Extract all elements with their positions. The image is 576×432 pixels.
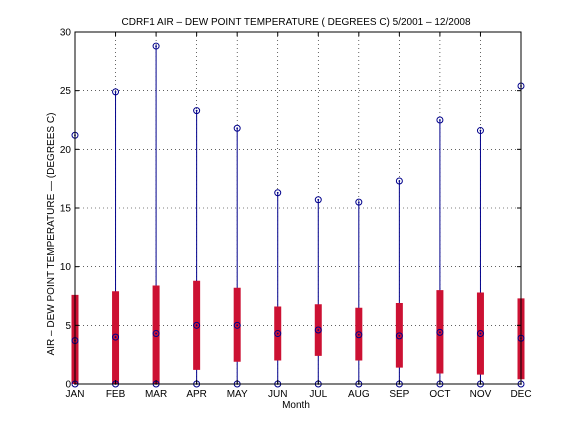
chart-title: CDRF1 AIR – DEW POINT TEMPERATURE ( DEGR…: [122, 17, 471, 28]
max-marker-dot: [115, 91, 117, 93]
median-marker-dot: [480, 333, 482, 335]
median-marker-dot: [439, 331, 441, 333]
y-tick-label: 15: [60, 204, 72, 215]
x-tick-label: MAY: [227, 389, 248, 400]
y-tick-label: 10: [60, 262, 72, 273]
max-marker-dot: [236, 127, 238, 129]
x-tick-label: OCT: [429, 389, 450, 400]
x-tick-label: JAN: [66, 389, 85, 400]
max-marker-dot: [277, 192, 279, 194]
max-marker-dot: [196, 110, 198, 112]
median-marker-dot: [115, 336, 117, 338]
x-tick-label: FEB: [106, 389, 126, 400]
max-marker-dot: [439, 119, 441, 121]
x-tick-label: AUG: [348, 389, 370, 400]
y-tick-label: 30: [60, 28, 72, 39]
x-tick-label: JUN: [268, 389, 287, 400]
y-tick-label: 25: [60, 86, 72, 97]
median-marker-dot: [236, 324, 238, 326]
median-marker-dot: [277, 333, 279, 335]
x-tick-label: APR: [186, 389, 207, 400]
y-tick-label: 5: [65, 321, 71, 332]
median-marker-dot: [155, 333, 157, 335]
max-marker-dot: [317, 199, 319, 201]
y-tick-label: 20: [60, 145, 72, 156]
max-marker-dot: [155, 45, 157, 47]
x-tick-label: DEC: [510, 389, 531, 400]
x-tick-label: NOV: [470, 389, 492, 400]
median-marker-dot: [196, 324, 198, 326]
median-marker-dot: [317, 329, 319, 331]
max-marker-dot: [398, 180, 400, 182]
median-marker-dot: [398, 335, 400, 337]
x-tick-label: SEP: [389, 389, 409, 400]
axes-background: [75, 32, 521, 384]
x-tick-label: MAR: [145, 389, 167, 400]
max-marker-dot: [480, 130, 482, 132]
x-tick-label: JUL: [309, 389, 327, 400]
y-axis-label: AIR – DEW POINT TEMPERATURE — (DEGREES C…: [46, 113, 57, 356]
x-axis-label: Month: [282, 400, 310, 411]
max-marker-dot: [358, 201, 360, 203]
median-marker-dot: [358, 334, 360, 336]
